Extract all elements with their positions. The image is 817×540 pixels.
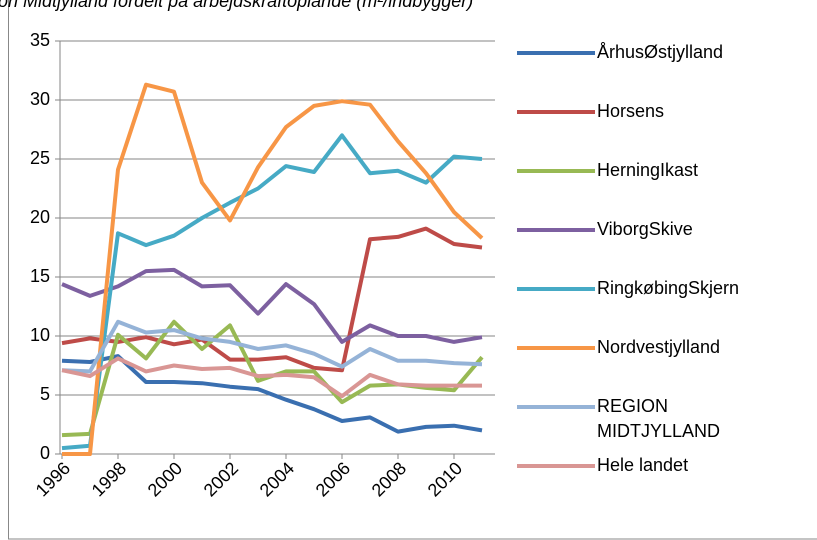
x-tick-label: 2000 — [144, 458, 186, 500]
legend-swatch — [517, 346, 595, 350]
y-tick-label: 5 — [40, 384, 50, 404]
series-line — [61, 319, 484, 438]
y-tick-label: 25 — [30, 148, 50, 168]
legend-item: Horsens — [517, 99, 787, 124]
x-tick-label: 2006 — [312, 458, 354, 500]
legend-item: Nordvestjylland — [517, 335, 787, 360]
x-tick-label: 2008 — [368, 458, 410, 500]
legend-label: Nordvestjylland — [597, 337, 721, 357]
legend-label: Horsens — [597, 101, 665, 121]
series-line — [61, 319, 483, 374]
legend-label: ÅrhusØstjylland — [597, 42, 724, 62]
legend-item: HerningIkast — [517, 158, 787, 183]
series-line — [61, 267, 483, 344]
legend-swatch — [517, 405, 595, 409]
y-tick-label: 30 — [30, 89, 50, 109]
x-tick-label: 2004 — [256, 458, 298, 500]
series-line — [61, 226, 483, 373]
y-tick-label: 0 — [40, 443, 50, 463]
legend-swatch — [517, 110, 595, 114]
legend-label: REGION MIDTJYLLAND — [597, 396, 721, 441]
x-tick-label: 1998 — [88, 458, 130, 500]
legend-swatch — [517, 51, 595, 55]
legend-item: REGION MIDTJYLLAND — [517, 394, 787, 444]
legend-swatch — [517, 464, 595, 468]
legend-label: RingkøbingSkjern — [597, 278, 740, 298]
series-line — [61, 354, 483, 434]
legend-swatch — [517, 228, 595, 232]
series-line — [62, 82, 484, 456]
legend-swatch — [517, 287, 595, 291]
legend-label: ViborgSkive — [597, 219, 693, 239]
legend-item: Hele landet — [517, 453, 787, 478]
legend-label: HerningIkast — [597, 160, 699, 180]
chart-border — [8, 0, 817, 540]
y-tick-label: 15 — [30, 266, 50, 286]
legend-item: RingkøbingSkjern — [517, 276, 787, 301]
legend-item: ViborgSkive — [517, 217, 787, 242]
x-tick-label: 2010 — [424, 458, 466, 500]
series-line — [61, 356, 482, 399]
y-tick-label: 10 — [30, 325, 50, 345]
legend-swatch — [517, 169, 595, 173]
chart-title: on Midtjylland fordelt på arbejdskraftop… — [0, 0, 473, 11]
series-line — [61, 133, 483, 451]
legend-item: ÅrhusØstjylland — [517, 40, 787, 65]
y-tick-label: 35 — [30, 30, 50, 50]
x-tick-label: 2002 — [200, 458, 242, 500]
legend-label: Hele landet — [597, 455, 689, 475]
x-tick-label: 1996 — [32, 458, 74, 500]
y-tick-label: 20 — [30, 207, 50, 227]
